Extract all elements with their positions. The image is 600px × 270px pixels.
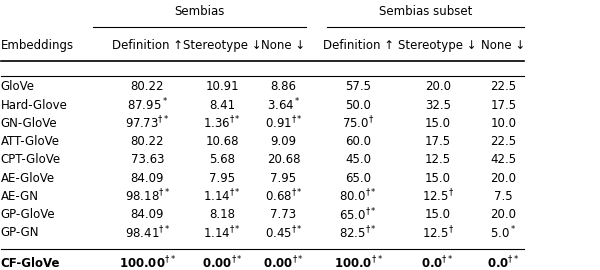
Text: 7.95: 7.95 [271,171,296,185]
Text: Embeddings: Embeddings [1,39,74,52]
Text: 0.0$^{†*}$: 0.0$^{†*}$ [421,255,454,270]
Text: 10.91: 10.91 [205,80,239,93]
Text: 7.73: 7.73 [271,208,296,221]
Text: Definition ↑: Definition ↑ [323,39,394,52]
Text: 65.0$^{†*}$: 65.0$^{†*}$ [340,206,377,223]
Text: 80.22: 80.22 [131,80,164,93]
Text: Definition ↑: Definition ↑ [112,39,183,52]
Text: AE-GloVe: AE-GloVe [1,171,55,185]
Text: 1.36$^{†*}$: 1.36$^{†*}$ [203,115,241,132]
Text: 15.0: 15.0 [425,117,451,130]
Text: 15.0: 15.0 [425,208,451,221]
Text: GP-GN: GP-GN [1,226,39,239]
Text: 22.5: 22.5 [490,80,517,93]
Text: 45.0: 45.0 [346,153,371,166]
Text: 50.0: 50.0 [346,99,371,112]
Text: CPT-GloVe: CPT-GloVe [1,153,61,166]
Text: 3.64$^*$: 3.64$^*$ [266,97,301,113]
Text: 8.41: 8.41 [209,99,235,112]
Text: 12.5$^{†}$: 12.5$^{†}$ [422,188,454,205]
Text: 100.0$^{†*}$: 100.0$^{†*}$ [334,255,383,270]
Text: 0.00$^{†*}$: 0.00$^{†*}$ [202,255,242,270]
Text: 0.91$^{†*}$: 0.91$^{†*}$ [265,115,302,132]
Text: 20.0: 20.0 [491,208,517,221]
Text: 5.0$^*$: 5.0$^*$ [490,224,517,241]
Text: 8.18: 8.18 [209,208,235,221]
Text: Hard-Glove: Hard-Glove [1,99,68,112]
Text: Stereotype ↓: Stereotype ↓ [183,39,262,52]
Text: 8.86: 8.86 [271,80,296,93]
Text: 98.18$^{†*}$: 98.18$^{†*}$ [125,188,170,205]
Text: GloVe: GloVe [1,80,35,93]
Text: 1.14$^{†*}$: 1.14$^{†*}$ [203,188,241,205]
Text: CF-GloVe: CF-GloVe [1,256,60,270]
Text: 42.5: 42.5 [490,153,517,166]
Text: 87.95$^*$: 87.95$^*$ [127,97,168,113]
Text: 12.5: 12.5 [425,153,451,166]
Text: 22.5: 22.5 [490,135,517,148]
Text: 0.0$^{†*}$: 0.0$^{†*}$ [487,255,520,270]
Text: 80.22: 80.22 [131,135,164,148]
Text: AE-GN: AE-GN [1,190,38,203]
Text: 75.0$^{†}$: 75.0$^{†}$ [342,115,374,132]
Text: 98.41$^{†*}$: 98.41$^{†*}$ [125,224,170,241]
Text: 20.68: 20.68 [267,153,300,166]
Text: 60.0: 60.0 [346,135,371,148]
Text: 57.5: 57.5 [346,80,371,93]
Text: ATT-GloVe: ATT-GloVe [1,135,59,148]
Text: 0.45$^{†*}$: 0.45$^{†*}$ [265,224,302,241]
Text: 10.68: 10.68 [205,135,239,148]
Text: 84.09: 84.09 [131,171,164,185]
Text: 100.00$^{†*}$: 100.00$^{†*}$ [119,255,176,270]
Text: 1.14$^{†*}$: 1.14$^{†*}$ [203,224,241,241]
Text: GN-GloVe: GN-GloVe [1,117,58,130]
Text: 32.5: 32.5 [425,99,451,112]
Text: 80.0$^{†*}$: 80.0$^{†*}$ [340,188,377,205]
Text: 7.95: 7.95 [209,171,235,185]
Text: 65.0: 65.0 [346,171,371,185]
Text: GP-GloVe: GP-GloVe [1,208,55,221]
Text: 17.5: 17.5 [490,99,517,112]
Text: 0.68$^{†*}$: 0.68$^{†*}$ [265,188,302,205]
Text: 7.5: 7.5 [494,190,513,203]
Text: Sembias: Sembias [175,5,225,18]
Text: 12.5$^{†}$: 12.5$^{†}$ [422,224,454,241]
Text: 97.73$^{†*}$: 97.73$^{†*}$ [125,115,170,132]
Text: 20.0: 20.0 [425,80,451,93]
Text: 5.68: 5.68 [209,153,235,166]
Text: 84.09: 84.09 [131,208,164,221]
Text: Stereotype ↓: Stereotype ↓ [398,39,477,52]
Text: None ↓: None ↓ [481,39,526,52]
Text: 17.5: 17.5 [425,135,451,148]
Text: None ↓: None ↓ [262,39,305,52]
Text: 0.00$^{†*}$: 0.00$^{†*}$ [263,255,304,270]
Text: 15.0: 15.0 [425,171,451,185]
Text: 20.0: 20.0 [491,171,517,185]
Text: 82.5$^{†*}$: 82.5$^{†*}$ [340,224,377,241]
Text: 10.0: 10.0 [491,117,517,130]
Text: 9.09: 9.09 [271,135,296,148]
Text: 73.63: 73.63 [131,153,164,166]
Text: Sembias subset: Sembias subset [379,5,472,18]
